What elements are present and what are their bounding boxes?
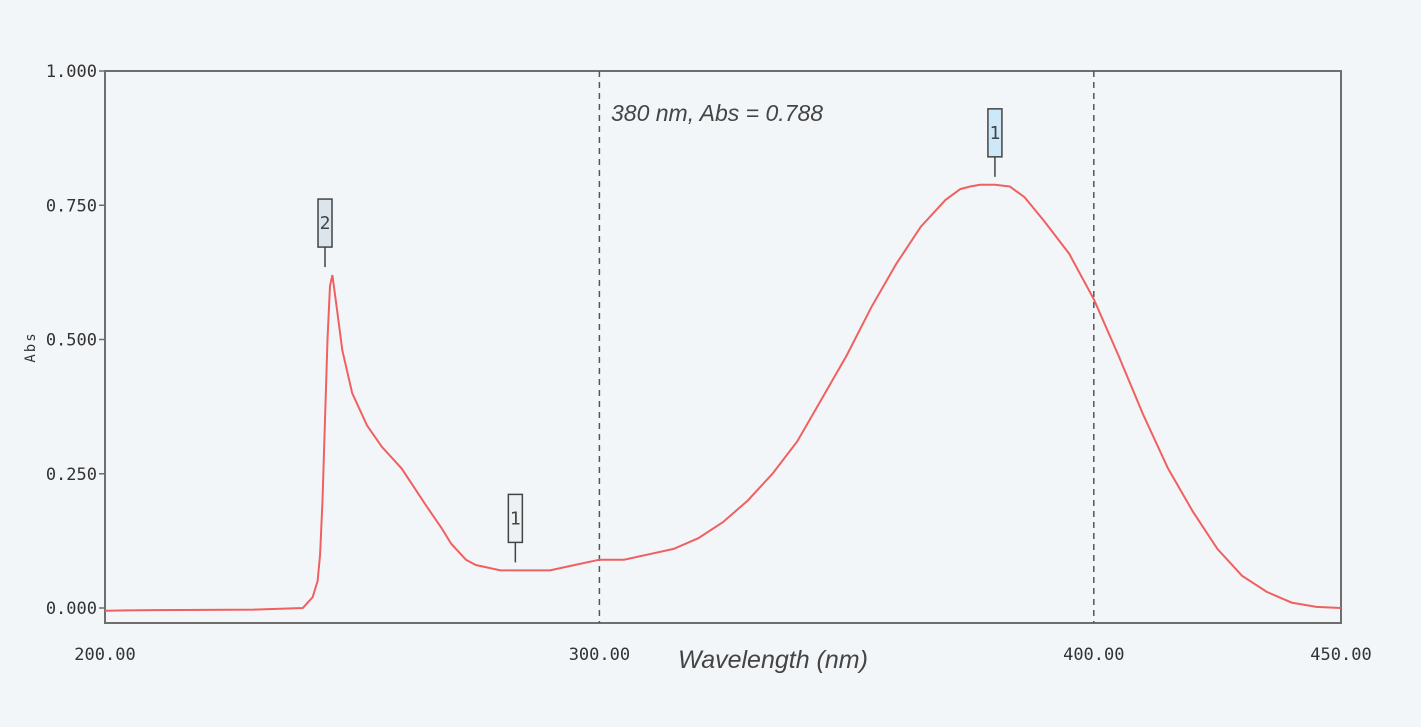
y-tick-label: 0.500 (46, 331, 97, 351)
peak-label-box (317, 198, 333, 248)
x-axis-title: Wavelength (nm) (678, 646, 868, 674)
y-axis-ticks: 0.000 0.250 0.500 0.750 1.000 (46, 62, 105, 619)
y-tick-label: 1.000 (46, 62, 97, 82)
x-tick-label: 400.00 (1063, 645, 1124, 665)
x-tick-label: 200.00 (74, 645, 135, 665)
spectrum-line (104, 183, 1342, 612)
y-axis-title: Abs (23, 331, 39, 362)
peak-label-box (507, 493, 524, 544)
peak-marker: 1 (507, 493, 524, 563)
peak-marker: 1 (987, 108, 1003, 177)
y-tick-label: 0.000 (46, 599, 97, 619)
cursor-lines (598, 71, 1095, 623)
x-tick-label: 300.00 (569, 645, 630, 665)
peak-label: 1 (510, 508, 521, 529)
peak-marker: 2 (317, 198, 333, 268)
peak-label: 1 (989, 123, 1000, 144)
cursor-annotation: 380 nm, Abs = 0.788 (611, 100, 823, 126)
peak-markers: 1 2 1 (317, 108, 1003, 563)
plot-area (104, 70, 1342, 624)
y-tick-label: 0.750 (46, 196, 97, 216)
peak-label: 2 (320, 213, 331, 234)
y-tick-label: 0.250 (46, 465, 97, 485)
x-axis-ticks: 200.00 300.00 400.00 450.00 (74, 645, 1371, 665)
x-tick-label: 450.00 (1310, 645, 1371, 665)
peak-label-box (987, 108, 1003, 158)
